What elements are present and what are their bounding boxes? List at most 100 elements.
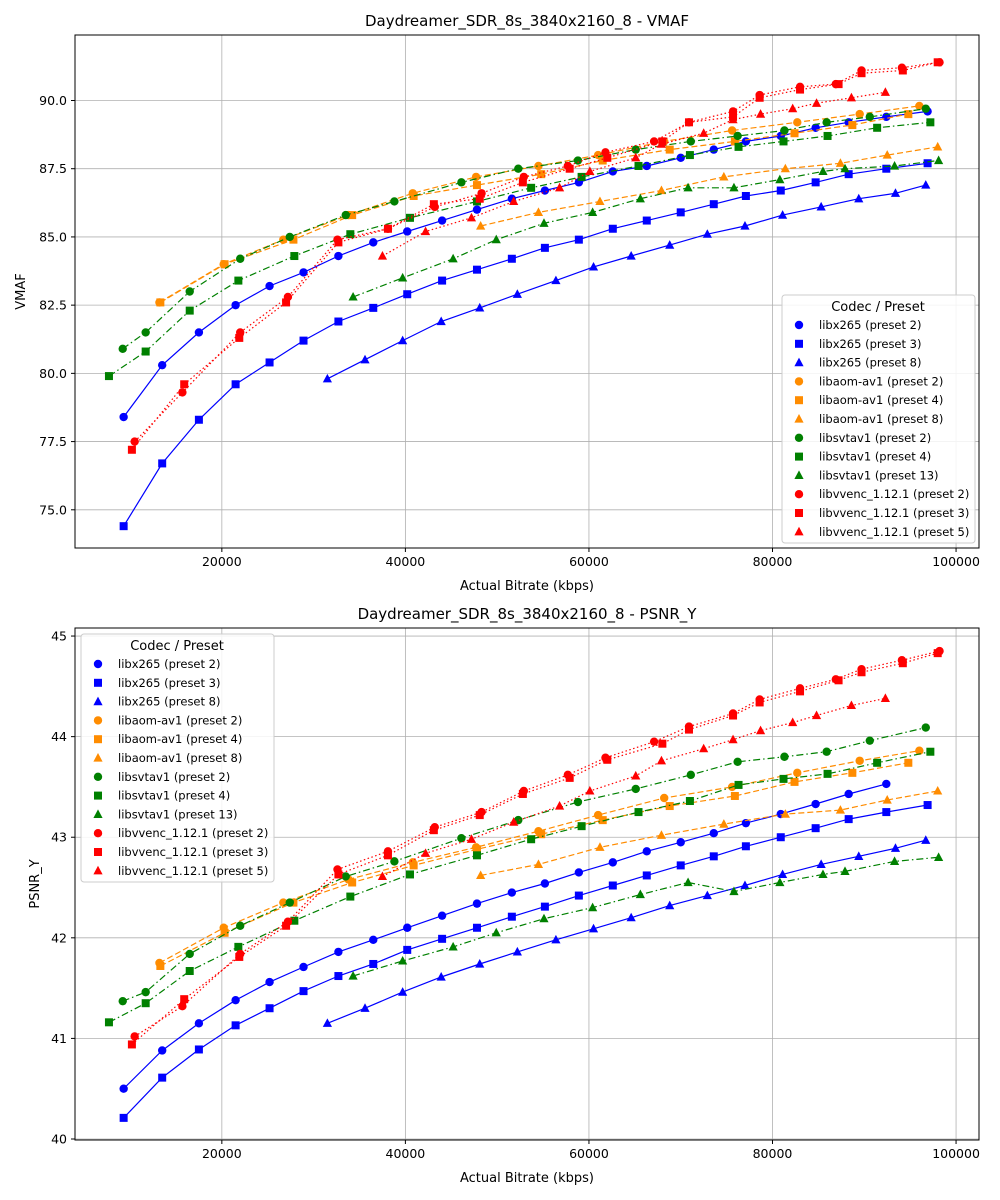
psnr-data-point [429, 826, 438, 835]
psnr-data-point [923, 801, 932, 810]
psnr-legend-marker [93, 659, 103, 669]
vmaf-data-point [855, 109, 864, 119]
psnr-data-point [915, 746, 924, 755]
psnr-data-point [642, 871, 651, 880]
psnr-data-point [816, 859, 826, 868]
vmaf-legend-label: libx265 (preset 8) [819, 356, 921, 370]
vmaf-chart: Daydreamer_SDR_8s_3840x2160_8 - VMAF 200… [14, 12, 980, 594]
psnr-data-point [588, 902, 598, 912]
vmaf-legend-label: libaom-av1 (preset 2) [819, 374, 943, 388]
vmaf-legend-item: libvvenc_1.12.1 (preset 2) [794, 487, 969, 501]
psnr-legend-item: libx265 (preset 3) [94, 676, 220, 690]
vmaf-data-point [534, 161, 543, 171]
vmaf-series-libsvtav1-preset-4 [104, 118, 935, 381]
psnr-data-point [507, 912, 516, 921]
vmaf-data-point [846, 92, 857, 102]
psnr-data-point [119, 1084, 128, 1093]
vmaf-data-point [880, 87, 890, 96]
vmaf-data-point [290, 252, 299, 261]
psnr-data-point [889, 856, 900, 865]
psnr-data-point [512, 946, 522, 956]
vmaf-legend-marker [794, 490, 804, 499]
vmaf-data-point [865, 112, 874, 122]
psnr-data-point [285, 898, 294, 907]
psnr-x-tick-label: 40000 [386, 1146, 426, 1161]
vmaf-data-point [728, 114, 738, 124]
vmaf-y-tick-label: 77.5 [39, 434, 67, 449]
vmaf-data-point [130, 437, 139, 446]
vmaf-data-point [727, 126, 737, 135]
psnr-data-point [588, 923, 599, 933]
vmaf-data-point [816, 201, 826, 211]
vmaf-data-point [741, 137, 751, 146]
vmaf-data-point [573, 156, 583, 165]
psnr-data-point [660, 793, 669, 803]
psnr-data-point [403, 923, 412, 932]
psnr-data-point [882, 808, 891, 817]
psnr-data-point [509, 817, 519, 826]
vmaf-legend-marker [794, 433, 804, 442]
psnr-data-point [438, 934, 447, 943]
vmaf-data-point [631, 145, 640, 154]
psnr-data-point [235, 921, 245, 930]
psnr-legend-item: libsvtav1 (preset 13) [93, 807, 238, 821]
psnr-data-point [573, 797, 583, 807]
psnr-data-point [686, 770, 696, 780]
psnr-data-point [220, 928, 229, 937]
psnr-data-point [729, 711, 738, 720]
vmaf-data-point [119, 412, 128, 422]
psnr-data-point [334, 947, 343, 957]
vmaf-data-point [577, 172, 586, 181]
psnr-data-point [436, 972, 446, 981]
psnr-data-point [104, 1018, 113, 1027]
vmaf-data-point [565, 164, 574, 173]
vmaf-data-point [665, 240, 675, 249]
psnr-data-point [926, 747, 935, 756]
psnr-y-tick-label: 42 [51, 930, 67, 945]
vmaf-data-point [141, 347, 150, 356]
psnr-data-point [554, 801, 565, 810]
psnr-data-point [777, 869, 788, 879]
psnr-data-point [282, 921, 291, 930]
vmaf-data-point [890, 188, 901, 197]
vmaf-data-point [429, 200, 438, 209]
psnr-data-point [780, 809, 790, 818]
psnr-data-point [709, 852, 718, 861]
vmaf-data-point [475, 194, 484, 203]
psnr-data-point [334, 972, 343, 981]
psnr-legend-label: libx265 (preset 2) [118, 657, 220, 671]
psnr-series-libvvenc-1-12-1-preset-3 [127, 649, 942, 1049]
psnr-data-point [194, 1019, 204, 1028]
vmaf-legend-label: libx265 (preset 3) [819, 337, 921, 351]
psnr-data-point [904, 758, 913, 767]
vmaf-legend-item: libsvtav1 (preset 13) [794, 468, 939, 482]
psnr-data-point [844, 789, 853, 799]
psnr-data-point [231, 1021, 240, 1030]
psnr-legend-item: libvvenc_1.12.1 (preset 3) [94, 845, 268, 859]
vmaf-data-point [334, 317, 343, 326]
psnr-data-point [533, 859, 544, 868]
psnr-data-point [728, 734, 738, 744]
vmaf-data-point [539, 218, 549, 227]
psnr-series-libx265-preset-2 [119, 779, 891, 1093]
psnr-data-point [127, 1040, 136, 1049]
psnr-x-tick-label: 20000 [202, 1146, 242, 1161]
vmaf-data-point [437, 216, 447, 225]
psnr-legend: Codec / Preset libx265 (preset 2) libx265… [80, 633, 275, 883]
psnr-data-point [855, 756, 864, 765]
psnr-legend-marker [93, 809, 103, 818]
vmaf-data-point [889, 160, 900, 170]
psnr-plot-frame [74, 627, 980, 1141]
psnr-series-line [108, 751, 931, 1023]
vmaf-data-point [702, 229, 712, 238]
psnr-data-point [921, 835, 931, 844]
vmaf-data-point [699, 128, 709, 137]
psnr-y-tick-label: 40 [51, 1131, 67, 1146]
vmaf-data-point [779, 137, 788, 146]
psnr-data-point [398, 955, 408, 965]
vmaf-data-point [156, 298, 165, 307]
vmaf-data-point [777, 210, 788, 219]
psnr-data-point [346, 892, 355, 901]
vmaf-data-point [608, 224, 617, 233]
